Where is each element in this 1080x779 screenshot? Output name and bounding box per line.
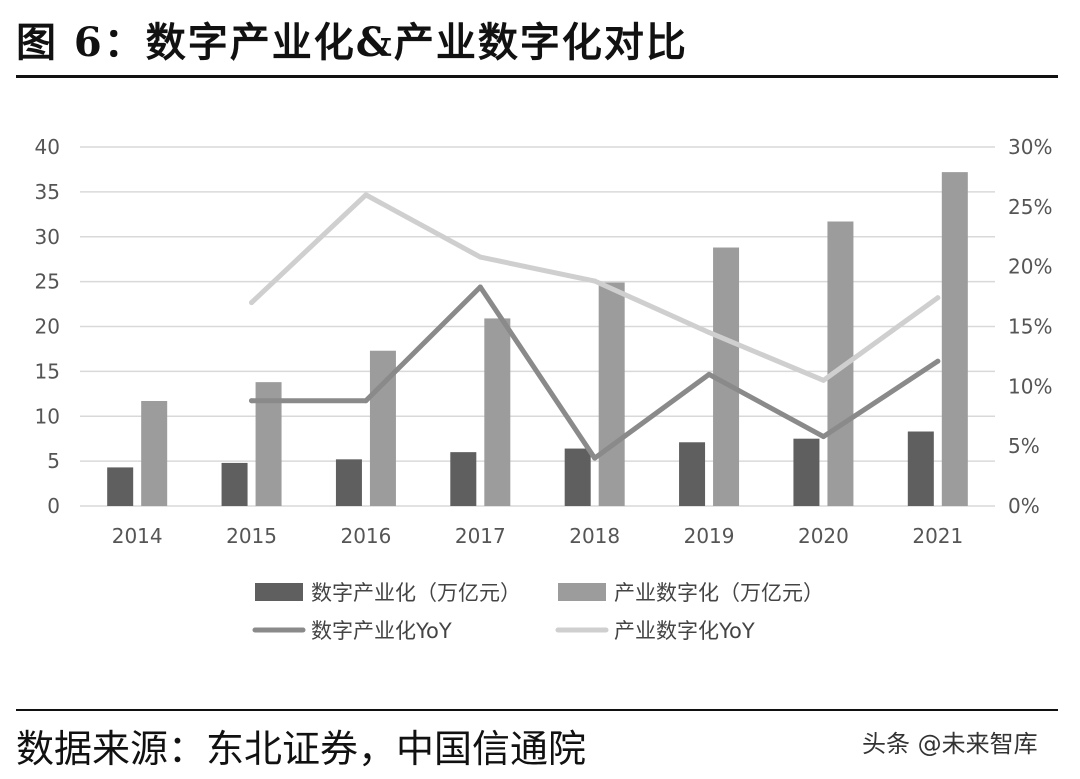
legend-label: 数字产业化YoY (311, 619, 452, 643)
y-left-tick-label: 25 (35, 270, 60, 294)
bar (793, 438, 820, 506)
legend-label: 产业数字化（万亿元） (614, 581, 824, 605)
bar (107, 467, 134, 506)
line-point (477, 284, 483, 290)
bar (141, 400, 168, 506)
y-left-tick-label: 40 (35, 135, 60, 159)
y-left-tick-label: 30 (35, 225, 60, 249)
bar (335, 459, 362, 506)
x-tick-label: 2021 (912, 524, 963, 548)
y-left-tick-label: 10 (35, 404, 60, 428)
y-right-tick-label: 25% (1008, 195, 1052, 219)
x-tick-label: 2020 (798, 524, 849, 548)
source-note: 数据来源：东北证券，中国信通院 (16, 727, 587, 771)
x-tick-label: 2014 (112, 524, 163, 548)
y-right-tick-label: 20% (1008, 255, 1052, 279)
line-point (477, 254, 483, 260)
y-left-tick-label: 5 (47, 449, 60, 473)
y-right-tick-label: 0% (1008, 494, 1040, 518)
x-tick-label: 2017 (455, 524, 506, 548)
y-right-tick-label: 5% (1008, 434, 1040, 458)
y-right-tick-label: 15% (1008, 315, 1052, 339)
line-point (249, 398, 255, 404)
line-point (363, 192, 369, 198)
y-left-tick-label: 0 (47, 494, 60, 518)
bar (679, 442, 706, 506)
y-left-tick-label: 35 (35, 180, 60, 204)
bar (941, 172, 968, 506)
line-point (820, 434, 826, 440)
line-point (935, 358, 941, 364)
title-divider (16, 75, 1058, 78)
bar (598, 282, 625, 506)
line-point (706, 329, 712, 335)
line-point (592, 455, 598, 461)
legend-swatch (255, 583, 303, 601)
watermark: 头条 @未来智库 (862, 730, 1038, 758)
x-tick-label: 2015 (226, 524, 277, 548)
line-point (935, 295, 941, 301)
line-point (592, 278, 598, 284)
bar (450, 452, 477, 506)
line-point (706, 371, 712, 377)
line-point (249, 300, 255, 306)
legend-swatch (558, 583, 606, 601)
combo-chart: 0 5 10 15 20 25 30 35 40 0% 5% 10% 15% 20% 25% 30% 2014 2… (35, 135, 1053, 643)
x-tick-label: 2019 (684, 524, 735, 548)
bar (907, 431, 934, 506)
y-left-tick-label: 15 (35, 359, 60, 383)
legend-label: 产业数字化YoY (614, 619, 755, 643)
bar (221, 462, 248, 506)
legend-label: 数字产业化（万亿元） (311, 581, 521, 605)
bar (564, 448, 591, 506)
y-right-tick-label: 10% (1008, 374, 1052, 398)
x-tick-label: 2018 (569, 524, 620, 548)
y-right-tick-label: 30% (1008, 135, 1052, 159)
y-left-tick-label: 20 (35, 315, 60, 339)
x-tick-label: 2016 (340, 524, 391, 548)
bar (484, 318, 511, 506)
figure-title: 图 6：数字产业化&产业数字化对比 (16, 19, 688, 66)
line-point (363, 398, 369, 404)
line-point (820, 377, 826, 383)
source-divider (16, 709, 1058, 711)
